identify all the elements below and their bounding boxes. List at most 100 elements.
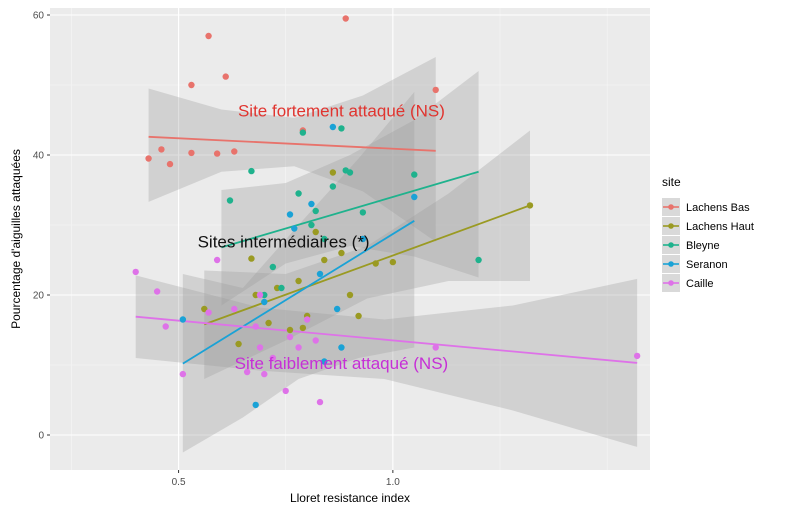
data-point <box>261 370 268 378</box>
data-point <box>291 225 298 232</box>
data-points <box>132 15 641 409</box>
data-point <box>526 202 534 209</box>
data-point <box>153 288 161 295</box>
fit-line <box>148 135 436 152</box>
data-point <box>231 305 238 313</box>
data-point <box>226 197 234 204</box>
data-point <box>411 171 418 178</box>
data-point <box>303 316 311 323</box>
data-point <box>162 323 169 330</box>
data-point <box>256 291 264 299</box>
x-tick-label: 1.0 <box>386 477 400 488</box>
data-point <box>231 148 238 155</box>
data-point <box>243 368 251 376</box>
annotations: Site fortement attaqué (NS) Sites intermé… <box>198 102 449 374</box>
legend-label: Lachens Bas <box>686 202 750 214</box>
data-point <box>321 358 328 365</box>
data-point <box>321 235 328 243</box>
legend-label: Lachens Haut <box>686 221 754 233</box>
data-point <box>132 268 139 276</box>
data-point <box>329 169 337 176</box>
legend-label: Seranon <box>686 259 728 271</box>
data-point <box>286 211 294 218</box>
legend-key-point <box>668 242 674 248</box>
data-point <box>316 398 324 406</box>
annotation-label: Sites intermédiaires (*) <box>198 232 370 251</box>
data-point <box>359 209 367 216</box>
data-point <box>432 344 439 351</box>
y-tick-label: 40 <box>33 151 45 162</box>
fit-line <box>203 204 531 326</box>
legend-label: Bleyne <box>686 240 720 252</box>
ci-ribbon <box>204 130 531 379</box>
data-point <box>179 316 187 323</box>
data-point <box>355 312 362 320</box>
legend-key-point <box>668 204 674 210</box>
data-point <box>213 256 221 264</box>
ci-ribbon <box>148 57 436 242</box>
data-point <box>252 323 259 330</box>
x-tick-label: 0.5 <box>172 477 186 488</box>
data-point <box>261 298 268 306</box>
y-tick-label: 0 <box>38 431 44 442</box>
data-point <box>145 155 152 162</box>
ci-ribbon <box>182 92 415 453</box>
data-point <box>475 256 482 264</box>
data-point <box>269 263 277 271</box>
data-point <box>269 354 277 362</box>
data-point <box>312 228 319 236</box>
data-point <box>282 387 289 395</box>
data-point <box>312 207 319 215</box>
data-point <box>359 235 367 243</box>
ci-ribbon <box>135 275 638 447</box>
y-tick-label: 20 <box>33 291 45 302</box>
data-point <box>248 167 255 175</box>
data-point <box>222 73 229 80</box>
data-point <box>389 258 397 266</box>
data-point <box>205 309 212 316</box>
data-point <box>201 305 208 313</box>
data-point <box>346 169 354 176</box>
data-point <box>308 200 315 208</box>
data-point <box>188 149 195 157</box>
data-point <box>432 86 439 94</box>
annotation-label: Site faiblement attaqué (NS) <box>235 354 449 373</box>
legend-key-point <box>668 261 674 267</box>
data-point <box>316 270 324 278</box>
data-point <box>299 129 307 136</box>
data-point <box>346 291 354 299</box>
data-point <box>338 249 345 257</box>
data-point <box>372 260 379 267</box>
data-point <box>342 15 349 22</box>
fit-line <box>182 220 415 365</box>
data-point <box>295 277 302 285</box>
data-point <box>295 344 302 351</box>
data-point <box>205 32 212 40</box>
data-point <box>158 146 165 153</box>
legend-key-point <box>668 280 674 286</box>
annotation-label: Site fortement attaqué (NS) <box>238 102 445 121</box>
legend-title: site <box>662 175 681 189</box>
data-point <box>213 150 221 157</box>
data-point <box>265 319 272 327</box>
confidence-ribbons <box>135 57 638 453</box>
data-point <box>235 340 242 348</box>
data-point <box>321 256 328 264</box>
data-point <box>333 305 341 313</box>
legend-label: Caille <box>686 278 714 290</box>
y-tick-label: 60 <box>33 11 45 22</box>
axis-ticks: 0 20 40 60 0.5 1.0 <box>33 11 400 489</box>
legend-key-point <box>668 223 674 229</box>
legend: site Lachens Bas Lachens Haut Bleyne Seranon… <box>662 175 754 292</box>
data-point <box>166 160 174 168</box>
data-point <box>329 123 337 131</box>
data-point <box>278 284 285 292</box>
data-point <box>295 190 302 197</box>
fit-line <box>135 315 638 364</box>
data-point <box>633 352 641 360</box>
y-axis-title: Pourcentage d'aiguilles attaquées <box>9 149 23 329</box>
data-point <box>329 183 337 190</box>
data-point <box>286 333 294 341</box>
x-axis-title: Lloret resistance index <box>290 491 410 505</box>
